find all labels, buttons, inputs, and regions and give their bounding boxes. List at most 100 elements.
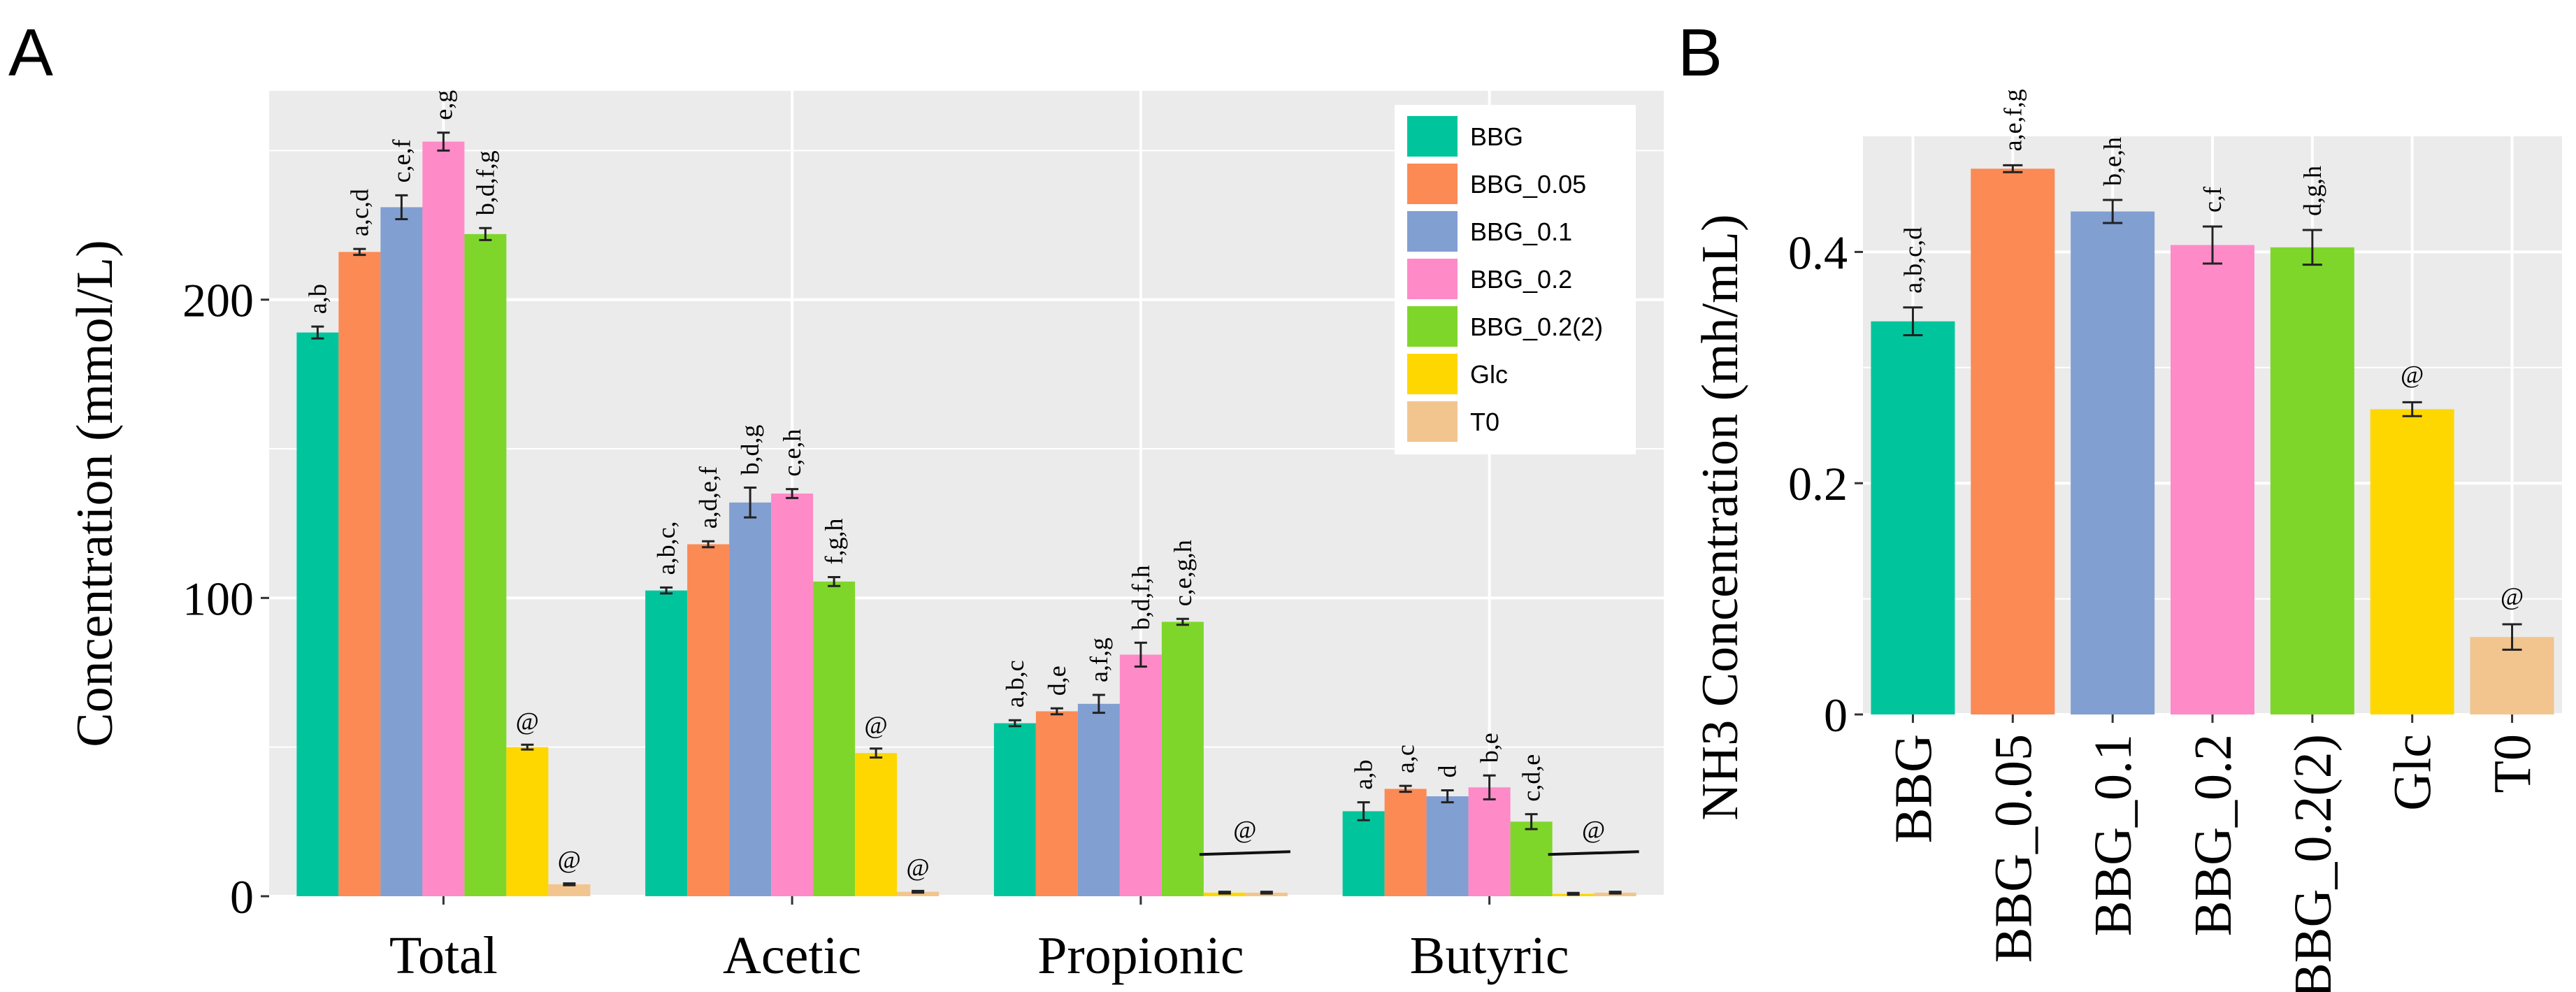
significance-label: b,d,f,g — [471, 150, 499, 215]
significance-label: a,b,c, — [652, 521, 680, 575]
bar-bbg-0-1 — [2071, 211, 2155, 714]
significance-label: a,b,c — [1001, 660, 1029, 707]
bar-bbg-0-2-total — [422, 141, 465, 897]
significance-label: @ — [2501, 582, 2524, 610]
legend-swatch-bbg-0-2-2 — [1407, 306, 1458, 347]
significance-bracket — [1199, 850, 1290, 856]
bar-bbg-0-1-acetic — [729, 502, 772, 896]
panel-b-letter: B — [1678, 15, 1722, 90]
significance-label: a,b — [1350, 760, 1378, 790]
bar-bbg-0-2-acetic — [771, 494, 814, 896]
x-category-label-glc: Glc — [2384, 734, 2442, 811]
x-category-label-t0: T0 — [2484, 734, 2542, 793]
significance-label: a,e,f,g — [1999, 89, 2027, 151]
y-tick-label: 0 — [1824, 689, 1848, 742]
x-category-label-bbg-0-2-2: BBG_0.2(2) — [2284, 734, 2343, 992]
bar-bbg-total — [296, 332, 339, 897]
significance-label: a,c,d — [345, 189, 373, 236]
bar-bbg — [1871, 321, 1955, 714]
x-category-label-bbg: BBG — [1884, 734, 1943, 843]
legend-label-bbg-0-2-2: BBG_0.2(2) — [1470, 312, 1603, 341]
y-tick-label: 200 — [182, 274, 254, 327]
legend-label-bbg-0-2: BBG_0.2 — [1470, 265, 1572, 294]
significance-label: @ — [516, 707, 539, 735]
y-tick-label: 100 — [182, 572, 254, 625]
significance-label: a,c — [1392, 745, 1420, 773]
legend-swatch-bbg-0-1 — [1407, 211, 1458, 252]
bar-bbg-0-2-2-propionic — [1161, 621, 1204, 896]
legend-swatch-bbg-0-05 — [1407, 164, 1458, 204]
legend-label-bbg-0-05: BBG_0.05 — [1470, 170, 1586, 199]
bar-bbg-acetic — [645, 590, 688, 896]
bar-bbg-0-1-total — [380, 207, 423, 896]
legend-swatch-bbg — [1407, 116, 1458, 157]
legend-label-t0: T0 — [1470, 408, 1499, 436]
bar-bbg-propionic — [993, 723, 1036, 896]
significance-label: c,e,h — [778, 429, 806, 477]
bar-bbg-0-2-2-acetic — [813, 581, 856, 896]
bar-bbg-butyric — [1342, 811, 1385, 896]
significance-label: b,e — [1476, 733, 1504, 763]
significance-label: a,d,e,f — [694, 466, 722, 529]
significance-bracket — [1548, 850, 1639, 856]
y-tick-label: 0.4 — [1788, 226, 1848, 279]
significance-label: d — [1434, 765, 1462, 778]
significance-label: @ — [1233, 815, 1256, 843]
bar-bbg-0-05-propionic — [1035, 711, 1078, 896]
bar-bbg-0-2 — [2171, 245, 2254, 714]
x-category-label-acetic: Acetic — [723, 926, 861, 985]
bar-bbg-0-05-total — [338, 252, 381, 896]
bar-bbg-0-1-propionic — [1077, 703, 1120, 896]
legend-label-bbg: BBG — [1470, 122, 1523, 151]
bar-bbg-0-05-butyric — [1384, 789, 1427, 896]
bar-glc — [2370, 409, 2454, 714]
significance-label: b,d,g — [736, 424, 764, 475]
significance-label: @ — [558, 846, 581, 874]
y-axis-title: Concentration (mmol/L) — [66, 240, 124, 747]
significance-label: d,e — [1043, 666, 1071, 696]
significance-label: f,g,h — [820, 518, 848, 564]
bar-bbg-0-2-propionic — [1119, 654, 1162, 896]
bar-bbg-0-05-acetic — [687, 544, 730, 896]
y-axis-title: NH3 Concentration (mh/mL) — [1692, 214, 1749, 820]
bar-t0-total — [548, 884, 591, 896]
bar-t0-acetic — [897, 891, 940, 896]
x-category-label-bbg-0-2: BBG_0.2 — [2184, 734, 2243, 936]
x-category-label-propionic: Propionic — [1037, 926, 1244, 985]
legend-swatch-bbg-0-2 — [1407, 259, 1458, 299]
significance-label: d,g,h — [2298, 166, 2326, 216]
y-tick-label: 0.2 — [1788, 457, 1848, 510]
significance-label: b,d,f,h — [1127, 565, 1155, 630]
legend-label-bbg-0-1: BBG_0.1 — [1470, 217, 1572, 246]
significance-label: c,d,e — [1518, 754, 1546, 802]
significance-label: @ — [2401, 360, 2424, 388]
legend-swatch-glc — [1407, 354, 1458, 394]
x-category-label-butyric: Butyric — [1410, 926, 1569, 985]
y-tick-label: 0 — [230, 870, 254, 923]
significance-label: @ — [907, 853, 930, 881]
significance-label: b,e,h — [2099, 137, 2127, 186]
significance-label: @ — [865, 711, 888, 739]
bar-glc-total — [506, 747, 549, 896]
significance-label: a,b — [303, 284, 331, 314]
significance-label: e,g — [429, 90, 457, 120]
bar-bbg-0-2-2-butyric — [1510, 821, 1553, 896]
bar-bbg-0-1-butyric — [1426, 796, 1469, 896]
bar-bbg-0-2-2 — [2270, 247, 2354, 714]
legend-label-glc: Glc — [1470, 360, 1508, 389]
bar-bbg-0-2-butyric — [1468, 787, 1511, 896]
significance-label: c,e,f — [387, 139, 415, 182]
chart-a: 0 100 200 Total Acetic Propionic Butyric a,b a,c… — [66, 90, 1664, 985]
x-category-label-bbg-0-1: BBG_0.1 — [2084, 734, 2143, 936]
legend-swatch-t0 — [1407, 401, 1458, 442]
chart-b: 0 0.2 0.4 a,b,c,d BBG a,e,f,g BBG_0.05 b,e,h BBG… — [1692, 89, 2562, 992]
significance-label: c,f — [2199, 187, 2226, 213]
bar-bbg-0-2-2-total — [464, 233, 507, 896]
significance-label: c,e,g,h — [1169, 540, 1197, 606]
panel-a-letter: A — [8, 15, 53, 90]
bar-bbg-0-05 — [1971, 168, 2055, 714]
x-category-label-total: Total — [389, 926, 498, 985]
x-category-label-bbg-0-05: BBG_0.05 — [1984, 734, 2043, 963]
significance-label: @ — [1582, 815, 1605, 843]
